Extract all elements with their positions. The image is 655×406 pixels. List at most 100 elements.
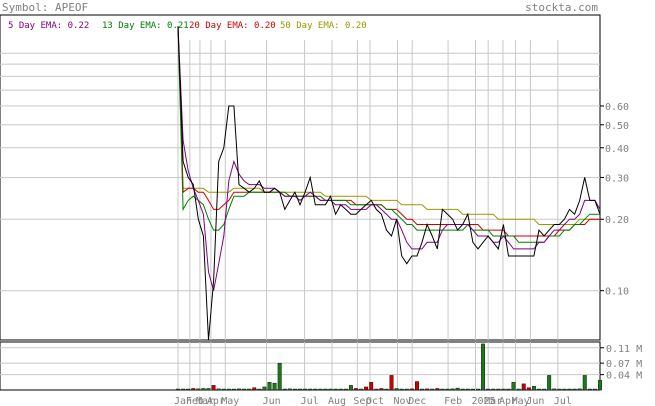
volume-bar bbox=[226, 388, 231, 391]
volume-bar bbox=[364, 386, 369, 391]
price-tick-label: 0.30 bbox=[605, 173, 629, 184]
volume-bar bbox=[333, 388, 338, 391]
volume-bar bbox=[191, 388, 196, 391]
volume-bar bbox=[567, 388, 572, 391]
month-label: Oct bbox=[366, 396, 384, 406]
volume-bar bbox=[323, 388, 328, 391]
volume-bar bbox=[465, 388, 470, 391]
volume-bars bbox=[176, 343, 602, 391]
volume-bar bbox=[267, 382, 272, 391]
volume-bar bbox=[582, 375, 587, 391]
volume-bar bbox=[496, 388, 501, 391]
volume-bar bbox=[272, 382, 277, 391]
volume-bar bbox=[257, 388, 262, 391]
volume-bar bbox=[338, 388, 343, 391]
volume-bar bbox=[394, 388, 399, 391]
month-label: Feb bbox=[186, 396, 204, 406]
month-label: May bbox=[221, 396, 239, 406]
month-label: Apr bbox=[207, 396, 225, 406]
ema50-line bbox=[177, 26, 600, 225]
price-tick-label: 0.50 bbox=[605, 121, 629, 132]
volume-bar bbox=[348, 385, 353, 391]
price-line bbox=[177, 26, 601, 341]
month-label: May bbox=[512, 396, 530, 406]
volume-bar bbox=[445, 388, 450, 391]
volume-bar bbox=[516, 388, 521, 391]
volume-bar bbox=[501, 388, 506, 391]
volume-bar bbox=[486, 388, 491, 391]
volume-bar bbox=[425, 388, 430, 391]
volume-bar bbox=[511, 382, 516, 391]
volume-bar bbox=[206, 388, 211, 391]
price-tick-label: 0.60 bbox=[605, 102, 629, 113]
volume-bar bbox=[521, 383, 526, 391]
volume-bar bbox=[216, 388, 221, 391]
month-label: Jun bbox=[263, 396, 281, 406]
volume-bar bbox=[292, 388, 297, 391]
legend-ema50: 50 Day EMA: 0.20 bbox=[280, 21, 367, 31]
volume-bar bbox=[237, 388, 241, 391]
volume-bar bbox=[313, 388, 318, 391]
volume-bar bbox=[252, 387, 257, 391]
volume-tick-label: 0.07 M bbox=[606, 359, 642, 370]
month-label: Sep bbox=[353, 396, 371, 406]
volume-bar bbox=[374, 388, 379, 391]
volume-bar bbox=[562, 388, 567, 391]
volume-bar bbox=[587, 388, 592, 391]
volume-bar bbox=[542, 388, 547, 391]
volume-bar bbox=[404, 388, 409, 391]
volume-bar bbox=[592, 388, 597, 391]
volume-bar bbox=[211, 385, 216, 391]
volume-bar bbox=[399, 388, 404, 391]
volume-bar bbox=[384, 388, 389, 391]
volume-bar bbox=[369, 382, 374, 391]
month-label: Jul bbox=[301, 396, 319, 406]
volume-axis: 0.11 M 0.07 M0.04 M bbox=[600, 344, 642, 382]
grid-lines bbox=[0, 40, 600, 390]
volume-bar bbox=[420, 388, 425, 391]
price-series bbox=[177, 26, 601, 341]
price-tick-label: 0.20 bbox=[605, 215, 629, 226]
volume-bar bbox=[201, 388, 206, 391]
volume-bar bbox=[242, 388, 247, 391]
month-label: Feb bbox=[444, 396, 462, 406]
volume-bar bbox=[476, 388, 480, 391]
month-label: 2025 bbox=[472, 396, 496, 406]
volume-bar bbox=[247, 388, 252, 391]
legend-ema13: 13 Day EMA: 0.21 bbox=[102, 21, 189, 31]
month-label: Jan bbox=[174, 396, 192, 406]
volume-bar bbox=[277, 362, 282, 391]
volume-bar bbox=[282, 388, 287, 391]
ema13-line bbox=[177, 26, 600, 243]
volume-bar bbox=[353, 388, 358, 391]
volume-bar bbox=[572, 388, 577, 391]
volume-bar bbox=[176, 388, 180, 391]
volume-panel bbox=[0, 341, 601, 391]
volume-bar bbox=[450, 388, 455, 391]
volume-bar bbox=[547, 375, 552, 391]
volume-bar bbox=[221, 388, 226, 391]
volume-bar bbox=[415, 381, 419, 391]
month-label: Dec bbox=[408, 396, 426, 406]
volume-bar bbox=[298, 388, 302, 391]
month-label: Jul bbox=[554, 396, 572, 406]
volume-bar bbox=[430, 388, 435, 391]
month-label: Mar bbox=[484, 396, 502, 406]
month-label: Mar bbox=[196, 396, 214, 406]
month-label: Nov bbox=[393, 396, 411, 406]
volume-bar bbox=[435, 388, 440, 391]
volume-bar bbox=[287, 388, 292, 391]
month-label: Jun bbox=[526, 396, 544, 406]
volume-bar bbox=[552, 388, 557, 391]
volume-bar bbox=[409, 388, 414, 391]
volume-bar bbox=[460, 388, 465, 391]
volume-bar bbox=[526, 387, 531, 391]
volume-bar bbox=[537, 388, 541, 391]
volume-bar bbox=[343, 388, 348, 391]
price-tick-label: 0.40 bbox=[605, 144, 629, 155]
legend-ema20: 20 Day EMA: 0.20 bbox=[189, 21, 276, 31]
month-label: Aug bbox=[328, 396, 346, 406]
volume-bar bbox=[308, 388, 313, 391]
site-label: stockta.com bbox=[525, 1, 598, 14]
